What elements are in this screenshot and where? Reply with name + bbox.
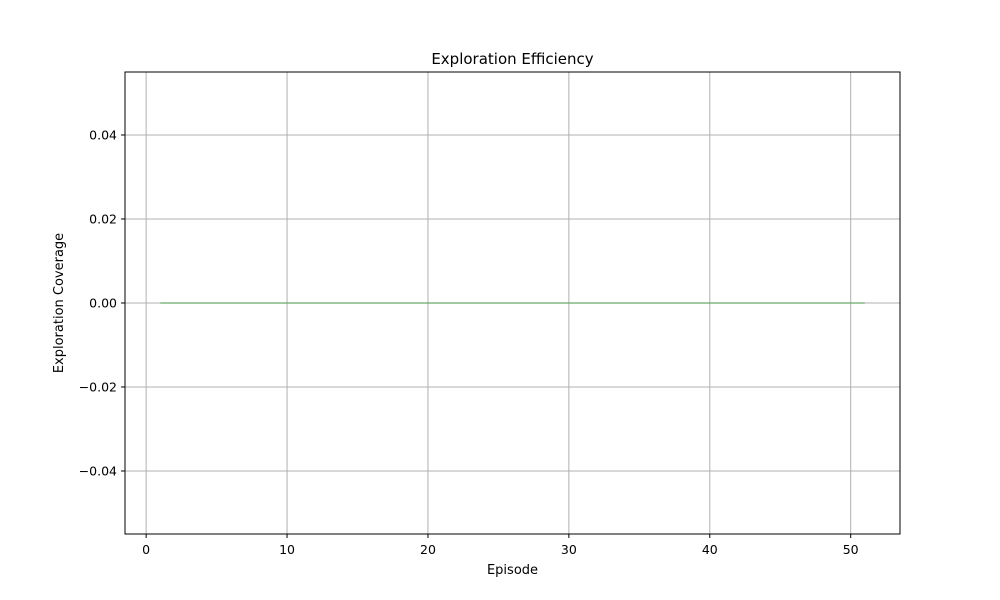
y-tick-label: 0.04 <box>89 128 117 143</box>
x-tick-label: 30 <box>561 542 577 557</box>
y-tick-label: 0.02 <box>89 212 117 227</box>
y-tick-label: −0.02 <box>79 380 117 395</box>
x-tick-label: 50 <box>843 542 859 557</box>
x-tick-label: 40 <box>702 542 718 557</box>
chart-title: Exploration Efficiency <box>431 50 593 68</box>
x-tick-label: 20 <box>420 542 436 557</box>
tick-layer: 0 10 20 30 40 50 −0.04 −0.02 0.00 0.02 0.04 <box>79 128 859 558</box>
y-tick-label: −0.04 <box>79 464 117 479</box>
x-tick-label: 0 <box>142 542 150 557</box>
y-axis-label: Exploration Coverage <box>52 233 67 373</box>
x-axis-label: Episode <box>487 563 538 578</box>
y-tick-label: 0.00 <box>89 296 117 311</box>
x-tick-label: 10 <box>279 542 295 557</box>
